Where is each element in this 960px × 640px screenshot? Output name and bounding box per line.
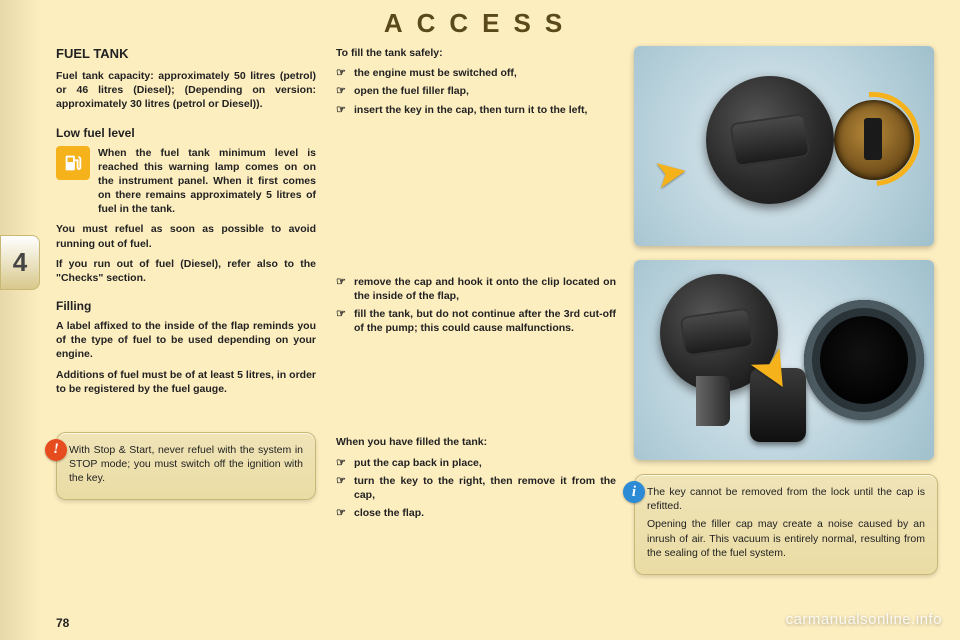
- warning-box: ! With Stop & Start, never refuel with t…: [56, 432, 316, 501]
- list-item: open the fuel filler flap,: [336, 84, 616, 98]
- list-item: turn the key to the right, then remove i…: [336, 474, 616, 502]
- watermark: carmanualsonline.info: [786, 611, 942, 628]
- list-item: put the cap back in place,: [336, 456, 616, 470]
- info-box: i The key cannot be removed from the loc…: [634, 474, 938, 575]
- page-number: 78: [56, 616, 69, 630]
- warning-text: With Stop & Start, never refuel with the…: [69, 443, 303, 486]
- low-fuel-block: When the fuel tank minimum level is reac…: [56, 146, 316, 217]
- list-item: the engine must be switched off,: [336, 66, 616, 80]
- diesel-text: If you run out of fuel (Diesel), refer a…: [56, 257, 316, 285]
- column-left: FUEL TANK Fuel tank capacity: approximat…: [56, 46, 316, 500]
- sidebar-gradient: [0, 0, 40, 640]
- info-text-2: Opening the filler cap may cre­ate a noi…: [647, 517, 925, 560]
- list-item: fill the tank, but do not continue after…: [336, 307, 616, 335]
- column-middle: To fill the tank safely: the engine must…: [336, 46, 616, 528]
- photo-remove-cap: ➤: [634, 260, 934, 460]
- label-text: A label affixed to the inside of the fla…: [56, 319, 316, 362]
- filling-heading: Filling: [56, 299, 316, 313]
- page-header: ACCESS: [0, 8, 960, 39]
- list-item: remove the cap and hook it onto the clip…: [336, 275, 616, 303]
- safely-list: the engine must be switched off, open th…: [336, 66, 616, 117]
- list-item: insert the key in the cap, then turn it …: [336, 103, 616, 117]
- filled-heading: When you have filled the tank:: [336, 435, 616, 449]
- section-tab: 4: [0, 235, 40, 290]
- info-icon: i: [623, 481, 645, 503]
- info-text-1: The key cannot be removed from the lock …: [647, 485, 925, 513]
- column-right: ➤ ➤ i The key cannot be removed from the…: [634, 46, 938, 575]
- fuel-warning-icon: [56, 146, 90, 180]
- photo-unlock-cap: ➤: [634, 46, 934, 246]
- refuel-text: You must refuel as soon as possible to a…: [56, 222, 316, 250]
- warning-icon: !: [45, 439, 67, 461]
- additions-text: Additions of fuel must be of at least 5 …: [56, 368, 316, 396]
- low-fuel-heading: Low fuel level: [56, 126, 316, 140]
- low-fuel-text: When the fuel tank minimum level is reac…: [98, 146, 316, 217]
- filled-list: put the cap back in place, turn the key …: [336, 456, 616, 521]
- capacity-text: Fuel tank capacity: approximately 50 lit…: [56, 69, 316, 112]
- page-content: FUEL TANK Fuel tank capacity: approximat…: [56, 46, 946, 626]
- safely-heading: To fill the tank safely:: [336, 46, 616, 60]
- remove-fill-list: remove the cap and hook it onto the clip…: [336, 275, 616, 336]
- fuel-tank-heading: FUEL TANK: [56, 46, 316, 61]
- list-item: close the flap.: [336, 506, 616, 520]
